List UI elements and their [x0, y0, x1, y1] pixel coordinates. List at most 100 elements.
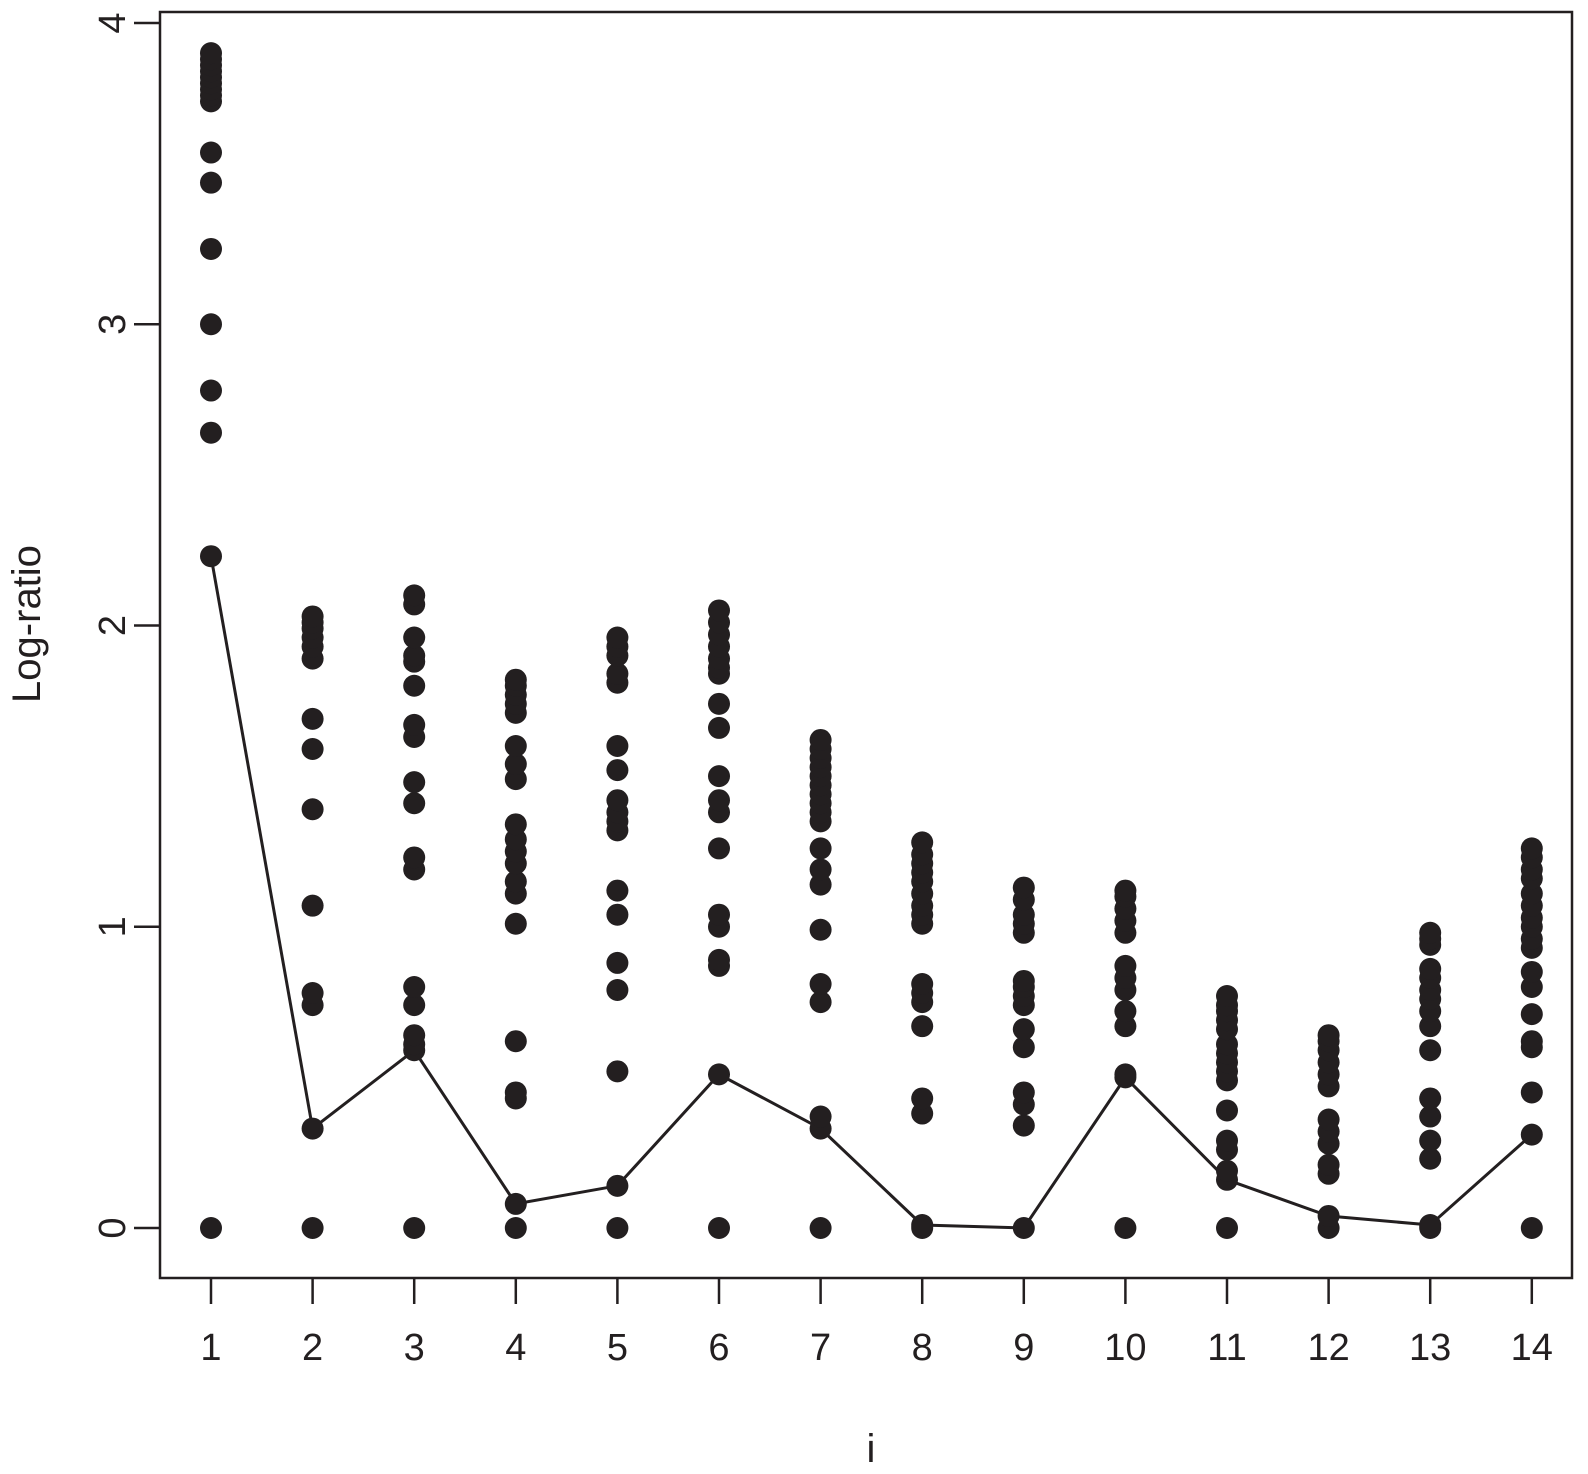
data-point: [606, 879, 629, 902]
data-point: [1114, 879, 1137, 902]
data-point: [1216, 1159, 1238, 1182]
data-point: [200, 313, 222, 336]
data-point: [809, 972, 832, 995]
data-point: [606, 1217, 629, 1239]
y-axis: 0 1 2 3 4: [92, 12, 160, 1239]
plot-border: [158, 10, 1574, 1280]
x-tick-label: 9: [1013, 1327, 1034, 1369]
data-point: [1419, 921, 1442, 944]
x-axis: 1 2 3 4 5 6 7 8 9 10 11 12 13 14: [200, 1278, 1553, 1369]
data-point: [1520, 1123, 1543, 1146]
data-point: [606, 903, 629, 926]
data-point: [403, 584, 426, 607]
plot-frame: [158, 10, 1574, 1280]
data-point: [1419, 1015, 1442, 1038]
data-point: [1317, 1108, 1340, 1131]
data-point: [1012, 1036, 1035, 1059]
data-point: [911, 1087, 934, 1110]
data-point: [606, 662, 629, 685]
x-tick-label: 12: [1307, 1327, 1349, 1369]
data-point: [1114, 954, 1137, 977]
data-point: [708, 692, 730, 715]
data-point: [403, 626, 426, 649]
data-point: [1012, 1114, 1035, 1137]
data-point: [200, 171, 222, 194]
data-point: [1114, 1217, 1137, 1239]
data-point: [504, 1192, 527, 1215]
x-tick-label: 1: [200, 1327, 221, 1369]
data-point: [809, 918, 832, 941]
data-point: [504, 1217, 527, 1239]
x-tick-label: 10: [1104, 1327, 1146, 1369]
data-point: [301, 798, 324, 821]
data-point: [504, 1030, 527, 1053]
data-point: [911, 972, 934, 995]
data-point: [403, 771, 426, 794]
data-point: [1216, 1217, 1238, 1239]
data-point: [403, 674, 426, 697]
data-point: [606, 626, 629, 649]
x-tick-label: 7: [810, 1327, 831, 1369]
data-point: [1114, 1000, 1137, 1023]
x-tick-label: 4: [505, 1327, 526, 1369]
data-point: [1012, 1081, 1035, 1104]
x-tick-label: 3: [404, 1327, 425, 1369]
data-point: [1317, 1204, 1340, 1227]
data-point: [504, 735, 527, 757]
y-tick-label: 0: [92, 1217, 134, 1238]
data-point: [1419, 957, 1442, 980]
x-tick-label: 11: [1207, 1327, 1246, 1369]
data-point: [301, 707, 324, 730]
data-point: [403, 644, 426, 667]
data-point: [504, 753, 527, 776]
data-point: [1012, 903, 1035, 926]
data-point: [1520, 1081, 1543, 1104]
data-point: [403, 1024, 426, 1047]
data-point: [200, 545, 222, 568]
data-point: [708, 789, 730, 812]
data-point: [1520, 1003, 1543, 1026]
data-point: [1216, 985, 1238, 1008]
data-point: [809, 728, 832, 751]
data-point: [1216, 1033, 1238, 1056]
x-tick-label: 2: [302, 1327, 323, 1369]
data-point: [1419, 1105, 1442, 1128]
y-tick-label: 4: [92, 12, 134, 33]
data-point: [200, 421, 222, 444]
x-tick-label: 6: [708, 1327, 729, 1369]
data-point: [1419, 1213, 1442, 1236]
data-point: [1317, 1024, 1340, 1047]
data-point: [1419, 1087, 1442, 1110]
data-point: [708, 716, 730, 739]
data-point: [809, 991, 832, 1014]
data-point: [1520, 1030, 1543, 1053]
y-tick-label: 1: [92, 916, 134, 937]
series-line-path: [209, 555, 1533, 1230]
data-point: [1520, 882, 1543, 905]
data-point: [911, 1213, 934, 1236]
y-tick-label: 3: [92, 314, 134, 335]
data-point: [809, 858, 832, 881]
data-point: [403, 994, 426, 1017]
data-point: [1012, 969, 1035, 992]
data-point: [606, 735, 629, 757]
data-point: [1012, 876, 1035, 899]
data-point: [301, 738, 324, 761]
data-point: [708, 1063, 730, 1086]
data-point: [504, 870, 527, 893]
data-point: [1520, 976, 1543, 998]
data-point: [809, 837, 832, 860]
data-point: [301, 605, 324, 628]
data-point: [911, 831, 934, 854]
data-point: [200, 379, 222, 402]
data-point: [809, 1217, 832, 1239]
data-point: [504, 768, 527, 791]
data-point: [504, 813, 527, 836]
y-tick-label: 2: [92, 615, 134, 636]
data-point: [1012, 1018, 1035, 1041]
data-point: [200, 141, 222, 164]
data-point: [301, 1217, 324, 1239]
data-point: [1419, 1039, 1442, 1062]
data-point: [1114, 1015, 1137, 1038]
